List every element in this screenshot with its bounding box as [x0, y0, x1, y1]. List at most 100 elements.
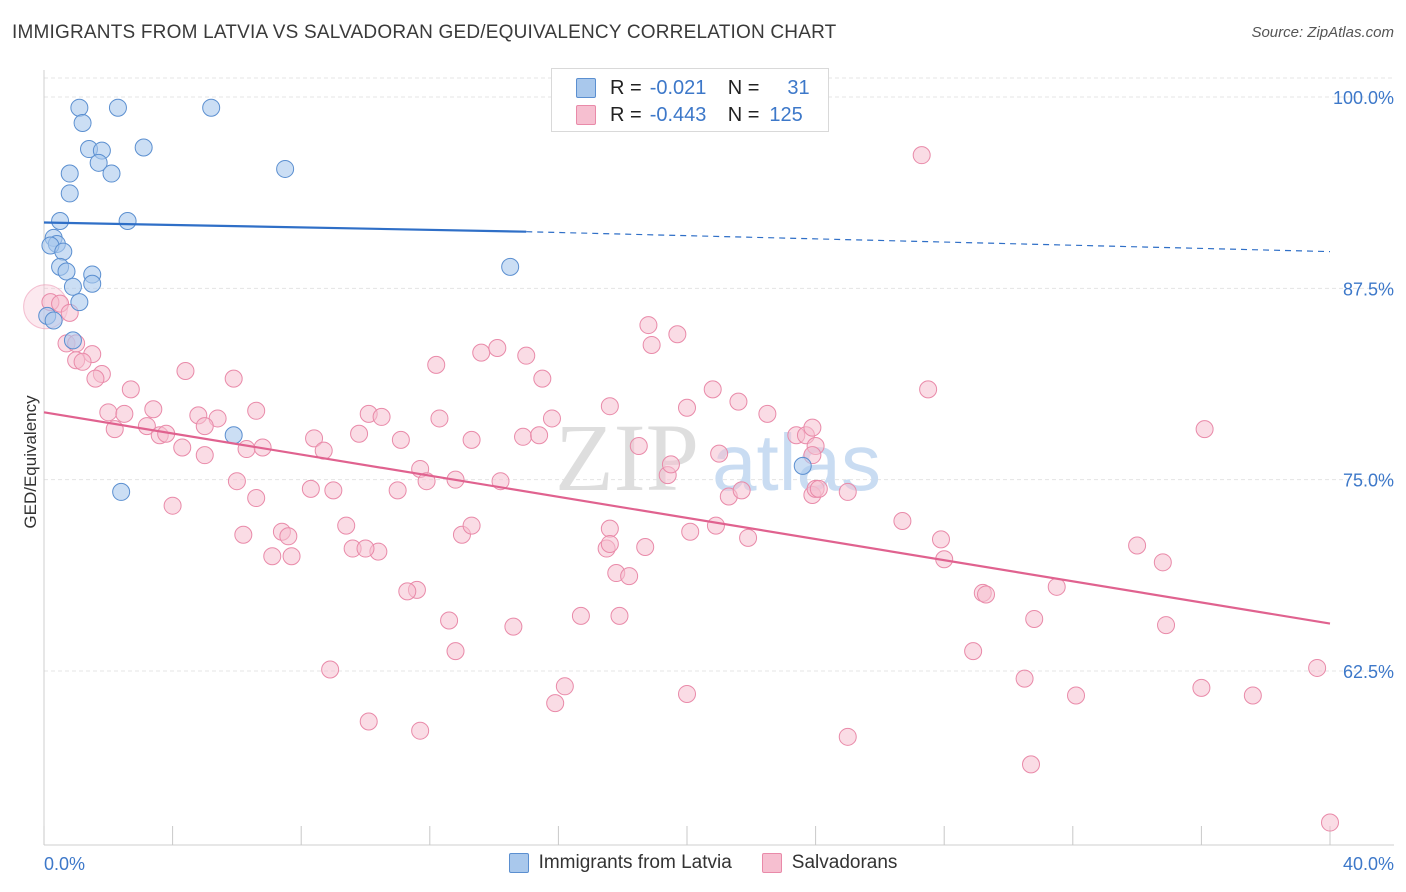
data-point	[661, 455, 680, 474]
data-point	[224, 426, 243, 445]
data-point	[86, 369, 105, 388]
data-point	[610, 606, 629, 625]
data-point	[501, 257, 520, 276]
data-point	[195, 446, 214, 465]
data-point	[440, 611, 459, 630]
trend-lines	[43, 221, 1331, 625]
data-point	[337, 516, 356, 535]
data-point	[514, 427, 533, 446]
data-point	[706, 516, 725, 535]
data-point	[1321, 813, 1339, 832]
x-tick-label: 0.0%	[44, 854, 85, 874]
data-point	[70, 98, 89, 117]
data-point	[809, 479, 828, 498]
gridlines	[44, 77, 1394, 672]
data-point	[63, 277, 82, 296]
data-point	[411, 721, 430, 740]
latvia-legend-icon	[508, 853, 529, 873]
data-point	[642, 335, 661, 354]
legend: R = -0.021 N = 31 R = -0.443 N = 125	[551, 68, 829, 132]
data-point	[63, 331, 82, 350]
data-point	[227, 472, 246, 491]
series-legend: Immigrants from Latvia Salvadorans	[0, 852, 1406, 874]
data-point	[600, 534, 619, 553]
data-point	[838, 727, 857, 746]
data-point	[276, 159, 295, 178]
data-point	[1128, 536, 1147, 555]
data-point	[703, 380, 722, 399]
data-point	[427, 355, 446, 374]
data-point	[620, 567, 639, 586]
data-point	[462, 430, 481, 449]
salvadorans-legend-icon	[761, 853, 782, 873]
chart-title: IMMIGRANTS FROM LATVIA VS SALVADORAN GED…	[12, 22, 837, 43]
data-point	[1243, 686, 1262, 705]
data-point	[803, 418, 822, 437]
data-point	[430, 409, 449, 428]
data-point	[60, 164, 79, 183]
data-point	[629, 436, 648, 455]
data-point	[681, 522, 700, 541]
data-point	[115, 404, 134, 423]
data-point	[912, 146, 931, 165]
data-point	[1047, 577, 1066, 596]
latvia-swatch-icon	[576, 78, 596, 98]
data-point	[1025, 609, 1044, 628]
data-point	[555, 677, 574, 696]
data-point	[678, 684, 696, 703]
data-point	[1195, 420, 1214, 439]
watermark-zip: ZIP	[555, 404, 699, 511]
data-point	[546, 694, 565, 713]
legend-salvadorans-label: Salvadorans	[791, 852, 898, 873]
data-point	[1308, 658, 1327, 677]
data-point	[732, 481, 751, 500]
data-point	[176, 361, 195, 380]
data-point	[237, 440, 256, 459]
data-point	[224, 369, 243, 388]
data-point	[60, 184, 79, 203]
data-point	[639, 316, 658, 335]
data-point	[73, 114, 92, 133]
data-point	[1067, 686, 1086, 705]
data-point	[70, 293, 89, 312]
data-point	[398, 582, 417, 601]
legend-row-latvia: R = -0.021 N = 31	[576, 77, 810, 99]
salvadorans-trend-line	[43, 411, 1331, 625]
data-point	[321, 660, 340, 679]
data-point	[600, 519, 619, 538]
data-point	[542, 409, 561, 428]
data-point	[739, 528, 758, 547]
legend-item-latvia: Immigrants from Latvia	[508, 852, 732, 874]
data-point	[488, 339, 507, 358]
data-point	[134, 138, 153, 157]
data-point	[600, 397, 619, 416]
tick-labels: 62.5% 75.0% 87.5% 100.0% 0.0% 40.0%	[44, 88, 1394, 874]
data-point	[1153, 553, 1172, 572]
data-point	[118, 211, 137, 230]
data-point	[729, 392, 748, 411]
source-label: Source: ZipAtlas.com	[1251, 24, 1394, 41]
data-point	[668, 325, 687, 344]
y-tick-label: 100.0%	[1333, 88, 1394, 108]
data-point	[279, 527, 298, 546]
data-point	[234, 525, 253, 544]
legend-r-label: R =	[610, 103, 642, 126]
data-point	[793, 456, 812, 475]
data-point	[504, 617, 523, 636]
data-point	[202, 98, 221, 117]
data-point	[263, 547, 282, 566]
data-point	[99, 403, 118, 422]
data-point	[1022, 755, 1041, 774]
data-point	[472, 343, 491, 362]
data-point	[462, 516, 481, 535]
data-point	[893, 511, 912, 530]
data-point	[571, 606, 590, 625]
legend-r-value: -0.021	[649, 76, 707, 99]
y-tick-label: 62.5%	[1343, 662, 1394, 682]
axes	[43, 70, 1394, 846]
data-point	[173, 438, 192, 457]
data-point	[517, 346, 536, 365]
latvia-points	[38, 98, 812, 501]
data-point	[89, 153, 108, 172]
legend-item-salvadorans: Salvadorans	[761, 852, 898, 874]
